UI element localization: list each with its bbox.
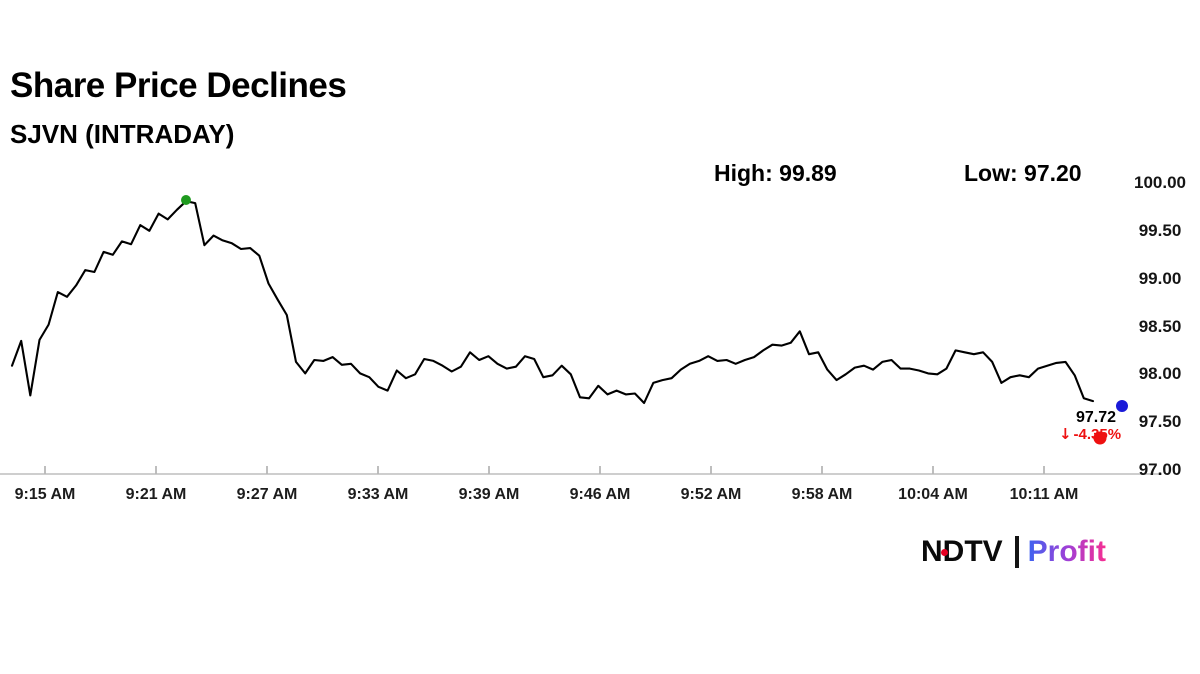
high-value-label: High: 99.89 bbox=[714, 160, 837, 186]
chart-subtitle: SJVN (INTRADAY) bbox=[10, 119, 235, 149]
profit-wordmark: Profit bbox=[1027, 535, 1106, 568]
last-price-label: 97.72 bbox=[1075, 409, 1117, 426]
price-line bbox=[10, 200, 1095, 405]
down-arrow-icon: ↓ bbox=[1058, 425, 1072, 443]
x-tick-label: 10:11 AM bbox=[1009, 486, 1079, 503]
ndtv-profit-logo: NDTV Profit bbox=[921, 535, 1108, 569]
x-tick-label: 9:39 AM bbox=[458, 486, 520, 503]
y-tick-label: 97.00 bbox=[1138, 460, 1182, 479]
logo-separator bbox=[1014, 536, 1019, 568]
y-tick-label: 97.50 bbox=[1138, 412, 1182, 432]
x-tick-label: 9:52 AM bbox=[680, 486, 742, 503]
x-tick-label: 9:27 AM bbox=[236, 486, 298, 503]
x-tick-label: 10:04 AM bbox=[898, 486, 968, 503]
y-tick-label: 99.50 bbox=[1138, 220, 1182, 240]
x-tick-label: 9:15 AM bbox=[14, 486, 76, 503]
x-tick-label: 9:58 AM bbox=[791, 486, 853, 503]
low-value-label: Low: 97.20 bbox=[964, 160, 1082, 186]
x-tick-label: 9:46 AM bbox=[569, 486, 631, 503]
ndtv-red-dot-icon bbox=[941, 549, 948, 556]
last-price-marker bbox=[1116, 399, 1129, 412]
price-change-label: ↓ -4.35% bbox=[1059, 425, 1121, 443]
low-point-marker bbox=[1093, 431, 1107, 444]
y-tick-label: 100.00 bbox=[1134, 173, 1186, 192]
x-tick-label: 9:33 AM bbox=[347, 486, 409, 503]
ndtv-wordmark: NDTV bbox=[921, 535, 1003, 569]
page-title: Share Price Declines bbox=[10, 66, 347, 105]
ndtv-text: NDTV bbox=[921, 535, 1003, 568]
y-tick-label: 99.00 bbox=[1138, 268, 1182, 288]
high-point-marker bbox=[181, 195, 192, 206]
x-tick-label: 9:21 AM bbox=[125, 486, 187, 503]
y-tick-label: 98.00 bbox=[1138, 364, 1182, 384]
y-tick-label: 98.50 bbox=[1138, 316, 1182, 336]
change-percent-label: -4.35% bbox=[1073, 426, 1122, 443]
